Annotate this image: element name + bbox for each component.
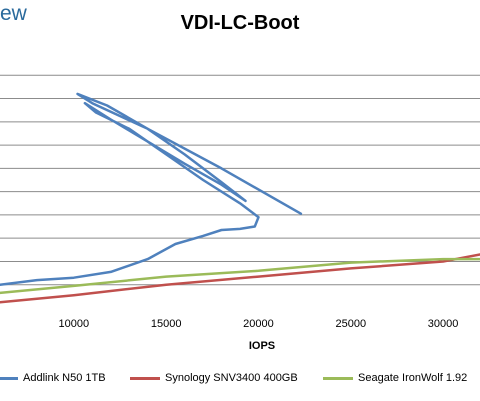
x-axis-label: IOPS [249, 340, 275, 352]
series-line-1 [0, 253, 480, 304]
chart-legend: Addlink N50 1TB Synology SNV3400 400GB S… [0, 370, 480, 392]
x-tick-labels: 10000 15000 20000 25000 30000 [59, 318, 459, 330]
legend-label-synology: Synology SNV3400 400GB [165, 372, 298, 384]
x-tick-label: 15000 [151, 318, 182, 330]
chart-title: VDI-LC-Boot [180, 12, 300, 34]
legend-swatch-synology [130, 376, 160, 380]
legend-item-addlink: Addlink N50 1TB [0, 372, 106, 384]
legend-label-seagate: Seagate IronWolf 1.92 [358, 372, 468, 384]
series-lines [0, 92, 480, 304]
x-tick-label: 10000 [59, 318, 90, 330]
x-tick-label: 30000 [428, 318, 459, 330]
legend-item-seagate: Seagate IronWolf 1.92 [323, 372, 467, 384]
legend-swatch-seagate [323, 376, 353, 380]
legend-swatch-addlink [0, 376, 18, 380]
brand-logo-text: ew [0, 2, 27, 25]
series-line-0 [0, 92, 303, 286]
x-tick-label: 25000 [335, 318, 366, 330]
series-line-2 [0, 257, 480, 295]
legend-label-addlink: Addlink N50 1TB [23, 372, 106, 384]
x-tick-label: 20000 [243, 318, 274, 330]
legend-item-synology: Synology SNV3400 400GB [130, 372, 298, 384]
